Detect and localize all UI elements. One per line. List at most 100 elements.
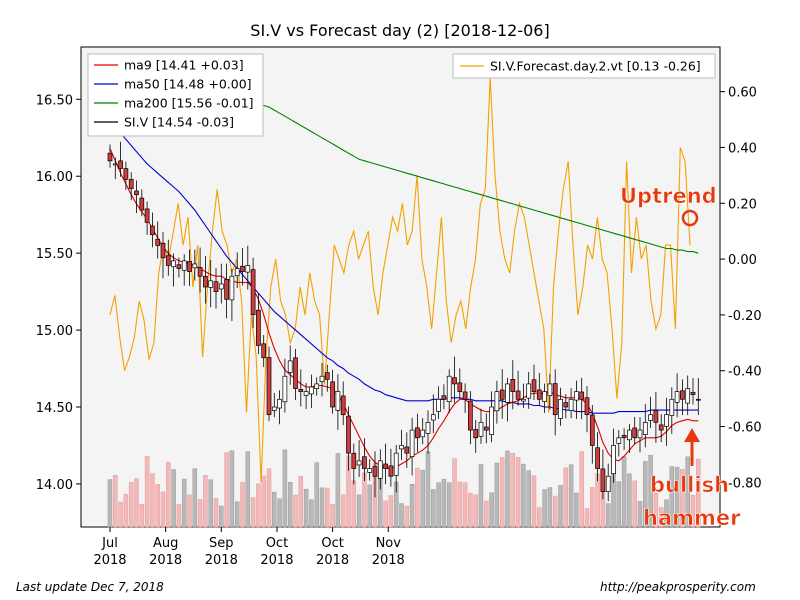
volume-bar: [113, 475, 118, 528]
candle-body: [600, 468, 606, 492]
candle-body: [393, 452, 399, 476]
volume-bar: [134, 478, 139, 528]
volume-bar: [293, 494, 298, 528]
volume-bar: [436, 482, 441, 528]
volume-bar: [197, 499, 203, 528]
volume-bar: [277, 498, 282, 528]
volume-bar: [680, 469, 685, 528]
candle-body: [266, 357, 272, 416]
volume-bar: [388, 495, 394, 528]
volume-bar: [664, 499, 669, 528]
volume-bar: [123, 494, 129, 528]
volume-bar: [542, 489, 547, 528]
legend-right-label: SI.V.Forecast.day.2.vt [0.13 -0.26]: [490, 59, 701, 74]
volume-bar: [478, 464, 484, 528]
volume-bar: [579, 451, 584, 528]
volume-bar: [505, 450, 510, 528]
candle-body: [505, 383, 510, 403]
series-ma50-line: [109, 121, 699, 414]
volume-bar: [261, 475, 266, 528]
volume-bar: [473, 494, 478, 528]
volume-bar: [272, 491, 277, 528]
left-tick-label: 15.00: [36, 324, 73, 339]
x-tick-year: 2018: [93, 553, 126, 568]
axes: 14.00 14.50 15.00 15.50 16.00 16.50 -0.80 -0.60…: [36, 86, 762, 568]
legend-left-label: ma9 [14.41 +0.03]: [124, 58, 244, 73]
volume-bar: [420, 469, 425, 528]
candle-body: [563, 402, 569, 408]
legend-left: ma9 [14.41 +0.03] ma50 [14.48 +0.00] ma200…: [87, 53, 264, 137]
candle-body: [616, 437, 622, 444]
candle-body: [627, 429, 632, 441]
volume-bar: [484, 500, 489, 528]
annotation-bullish-hammer: bullish hammer: [643, 428, 741, 530]
candle-body: [648, 414, 653, 421]
candle-body: [457, 382, 463, 392]
candle-body: [335, 391, 341, 411]
volume-bar: [499, 457, 505, 528]
candle-body: [499, 389, 505, 400]
volume-bar: [558, 485, 563, 528]
candle-body: [377, 460, 383, 479]
candle-body: [536, 389, 542, 400]
volume-bar: [266, 468, 272, 528]
volume-bar: [287, 482, 293, 528]
candle-body: [579, 391, 585, 400]
candle-body: [282, 375, 288, 403]
volume-bar: [303, 488, 309, 528]
volume-bar: [489, 492, 494, 528]
candle-body: [695, 398, 701, 401]
volume-bar: [510, 453, 516, 528]
x-tick-year: 2018: [260, 553, 293, 568]
candle-body: [271, 406, 277, 411]
volume-bar: [537, 507, 542, 528]
candle-body: [415, 427, 420, 439]
candle-body: [107, 152, 113, 162]
candle-body: [155, 238, 161, 246]
volume-bar: [632, 480, 637, 528]
candle-body: [669, 398, 675, 416]
legend-right: SI.V.Forecast.day.2.vt [0.13 -0.26]: [452, 53, 716, 79]
volume-bar: [213, 498, 219, 528]
volume-bar: [160, 491, 166, 528]
candle-body: [510, 379, 516, 392]
candle-body: [187, 261, 192, 272]
volume-bar: [415, 467, 420, 528]
uptrend-circle-marker: [681, 209, 699, 227]
volume-bar: [256, 483, 261, 528]
candle-body: [287, 360, 293, 373]
volume-bar: [515, 457, 521, 528]
left-tick-label: 15.50: [36, 247, 73, 262]
candle-body: [192, 263, 198, 269]
series-forecast-line: [109, 77, 691, 483]
volume-bar: [250, 497, 256, 528]
candle-body: [112, 163, 118, 166]
volume-bar: [574, 492, 579, 528]
volume-bar: [468, 492, 473, 528]
candle-body: [139, 197, 145, 211]
candle-body: [277, 398, 282, 409]
chart-title: SI.V vs Forecast day (2) [2018-12-06]: [250, 21, 549, 40]
candle-body: [324, 372, 330, 380]
x-tick-month: Jul: [101, 536, 118, 551]
candle-body: [128, 179, 134, 189]
volume-bar: [552, 495, 558, 528]
volume-bar: [330, 503, 335, 528]
volume-bar: [234, 501, 240, 528]
volume-bar: [431, 489, 436, 528]
volume-bar: [314, 462, 319, 528]
candle-body: [547, 383, 553, 397]
candle-body: [240, 265, 245, 272]
candle-body: [144, 208, 150, 223]
volume-bar: [595, 473, 600, 528]
candle-body: [150, 225, 155, 236]
volume-bar: [351, 480, 357, 528]
series-ma9-line: [109, 148, 699, 470]
volume-bar: [356, 494, 362, 528]
volume-bar: [325, 487, 330, 528]
right-tick-label: -0.60: [728, 421, 762, 436]
volume-bar: [340, 494, 346, 528]
candle-body: [388, 465, 394, 477]
candle-body: [171, 260, 176, 268]
